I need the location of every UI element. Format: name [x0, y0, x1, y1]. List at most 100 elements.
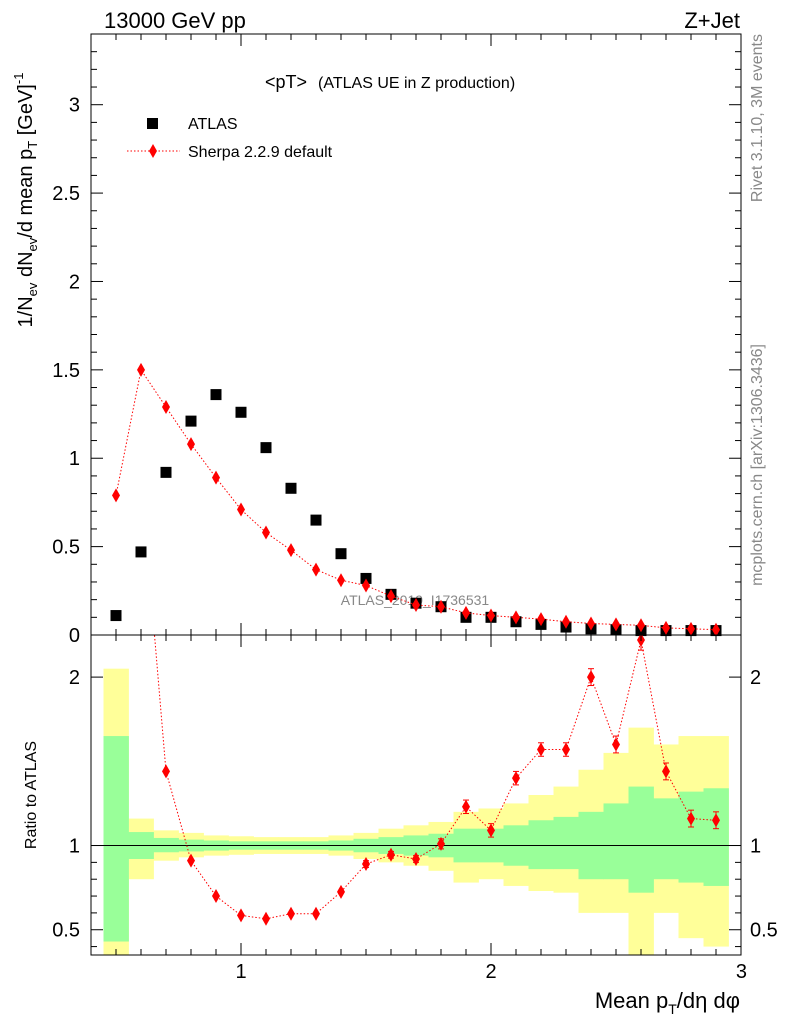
plot-title: <pT> (ATLAS UE in Z production): [265, 72, 515, 92]
atlas-data-point: [110, 610, 122, 622]
sherpa-data-point: [512, 610, 520, 625]
main-plot-series: [110, 362, 722, 637]
ratio-plot-series: [137, 468, 720, 926]
atlas-data-point: [285, 482, 297, 494]
legend-marker-atlas: [147, 118, 158, 129]
sherpa-data-point: [412, 597, 420, 612]
sherpa-data-point: [437, 599, 445, 614]
sherpa-data-point: [587, 616, 595, 631]
sherpa-data-point: [212, 470, 220, 485]
sherpa-data-point: [237, 502, 245, 517]
ratio-x-tick-label: 2: [485, 961, 496, 983]
main-plot-y-axis-label: 1/Nev dNev/d mean pT [GeV]-1: [11, 73, 40, 328]
ratio-plot-y-axis-label: Ratio to ATLAS: [23, 741, 40, 849]
sherpa-data-point: [612, 617, 620, 632]
side-note-bottom: mcplots.cern.ch [arXiv:1306.3436]: [749, 344, 766, 586]
ratio-data-point: [537, 742, 545, 757]
ratio-data-point: [312, 906, 320, 921]
atlas-data-point: [160, 466, 172, 478]
ratio-plot-x-tick-labels: 1 2 3: [235, 961, 747, 983]
main-plot-panel: 00.511.522.53 ATLAS_2019_I1736531 <pT> (…: [11, 33, 742, 647]
ratio-plot-y-tick-labels: 0.5 0.5 1 1 2 2: [52, 667, 778, 942]
ratio-data-point: [512, 771, 520, 786]
sherpa-data-point: [687, 621, 695, 636]
main-y-tick-label: 1: [69, 448, 80, 470]
sherpa-data-point: [312, 562, 320, 577]
ratio-x-tick-label: 1: [235, 961, 246, 983]
ratio-data-point: [212, 889, 220, 904]
sherpa-data-point: [262, 525, 270, 540]
sherpa-data-point: [162, 399, 170, 414]
atlas-data-point: [335, 548, 347, 560]
sherpa-data-point: [537, 612, 545, 627]
ratio-y-tick-label: 1: [69, 836, 80, 858]
ratio-y-tick-label-right: 1: [750, 836, 761, 858]
sherpa-data-point: [562, 614, 570, 629]
atlas-data-point: [310, 514, 322, 526]
sherpa-data-point: [187, 437, 195, 452]
inner-band-bin: [553, 816, 579, 870]
ratio-data-point: [562, 742, 570, 757]
ratio-plot-axis-ticks: [90, 635, 742, 955]
main-plot-y-tick-labels: 0 0.5 1 1.5 2 2.5 3: [52, 95, 80, 647]
ratio-data-point: [287, 906, 295, 921]
atlas-data-point: [260, 442, 272, 454]
ratio-data-point: [137, 468, 145, 482]
ratio-data-point: [637, 635, 645, 648]
sherpa-data-point: [637, 618, 645, 633]
ratio-data-point: [362, 857, 370, 872]
atlas-data-point: [185, 415, 197, 427]
inner-band-bin: [528, 820, 554, 870]
main-y-tick-label: 2.5: [52, 183, 80, 205]
sherpa-data-point: [387, 589, 395, 604]
ratio-data-point: [712, 813, 720, 828]
main-y-tick-label: 3: [69, 95, 80, 117]
ratio-data-point: [162, 764, 170, 779]
inner-band-bin: [703, 788, 729, 886]
main-y-tick-label: 1.5: [52, 360, 80, 382]
x-axis-label: Mean pT/dη dφ: [595, 988, 740, 1017]
legend: ATLAS Sherpa 2.2.9 default: [127, 116, 333, 161]
ratio-data-point: [687, 811, 695, 826]
ratio-data-point: [662, 764, 670, 779]
atlas-data-point: [210, 389, 222, 401]
ratio-y-tick-label: 2: [69, 667, 80, 689]
sherpa-data-point: [362, 578, 370, 593]
ratio-uncertainty-bands: [103, 668, 729, 955]
main-y-tick-label: 0.5: [52, 537, 80, 559]
sherpa-data-point: [462, 605, 470, 620]
side-note-top: Rivet 3.1.10, 3M events: [749, 34, 766, 202]
sherpa-data-point: [112, 488, 120, 503]
sherpa-line: [115, 368, 717, 631]
inner-band-bin: [678, 791, 704, 883]
ratio-data-point: [612, 737, 620, 752]
atlas-data-point: [360, 572, 372, 584]
ratio-data-point: [187, 853, 195, 868]
ratio-y-tick-label-right: 0.5: [750, 920, 778, 942]
ratio-data-point: [437, 836, 445, 851]
main-plot-axis-ticks: [90, 33, 742, 636]
ratio-plot-panel: 0.5 0.5 1 1 2 2 1 2 3 Ratio to ATLAS Mean pT/dη…: [23, 468, 778, 1017]
atlas-data-point: [235, 406, 247, 418]
ratio-data-point: [587, 670, 595, 685]
ratio-data-point: [462, 799, 470, 814]
inner-band-bin: [653, 798, 679, 880]
legend-label-atlas: ATLAS: [188, 116, 238, 133]
plot-title-sub: (ATLAS UE in Z production): [318, 75, 515, 92]
plot-title-main: <pT>: [265, 72, 307, 92]
main-y-tick-label: 0: [69, 625, 80, 647]
ratio-data-point: [412, 852, 420, 866]
legend-label-sherpa: Sherpa 2.2.9 default: [188, 144, 333, 161]
inner-band-bin: [603, 803, 629, 880]
legend-marker-sherpa: [149, 144, 157, 158]
ratio-data-point: [487, 823, 495, 838]
sherpa-data-point: [662, 620, 670, 635]
sherpa-data-point: [337, 573, 345, 588]
ratio-data-point: [387, 847, 395, 862]
inner-band-bin: [103, 736, 129, 942]
ratio-data-point: [337, 884, 345, 899]
main-y-tick-label: 2: [69, 271, 80, 293]
header-left: 13000 GeV pp: [104, 8, 246, 33]
ratio-data-point: [262, 911, 270, 926]
